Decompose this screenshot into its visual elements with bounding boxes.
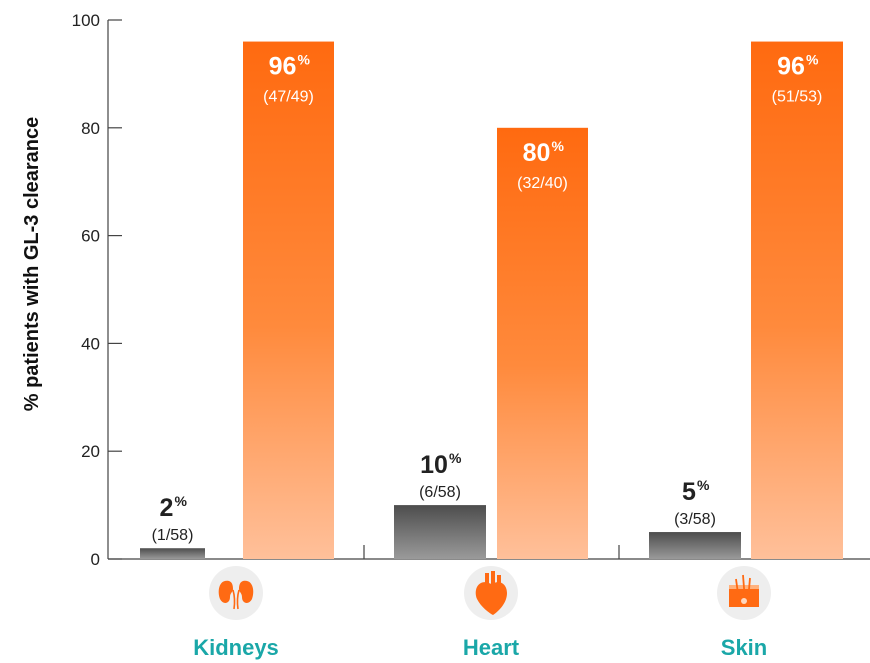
data-label-value: 96 [269, 53, 297, 81]
data-label-percent-symbol: % [697, 477, 710, 493]
data-labels: 2 % (1/58) 96 % (47/49) 10 % (6/58) 80 % (32/40) 5 % (… [152, 52, 823, 545]
kidneys-icon [209, 566, 263, 620]
data-label-value: 10 [420, 451, 448, 479]
bar-kidneys-series-1 [140, 548, 205, 559]
data-label-fraction: (3/58) [674, 511, 716, 528]
data-label-fraction: (47/49) [263, 89, 314, 106]
bar-skin-series-2 [751, 41, 843, 560]
category-label-skin: Skin [721, 635, 767, 660]
data-label-fraction: (1/58) [152, 527, 194, 544]
y-tick-label: 100 [72, 11, 100, 30]
bar-kidneys-series-2 [243, 41, 334, 560]
data-label-percent-symbol: % [298, 52, 311, 68]
bar-heart-series-1 [394, 505, 486, 559]
data-label-percent-symbol: % [806, 52, 819, 68]
category-label-kidneys: Kidneys [193, 635, 279, 660]
data-label-fraction: (32/40) [517, 175, 568, 192]
data-label-percent-symbol: % [175, 493, 188, 509]
skin-icon [717, 566, 771, 620]
data-label-percent-symbol: % [449, 450, 462, 466]
y-tick-label: 0 [91, 550, 100, 569]
y-tick-label: 80 [81, 119, 100, 138]
y-axis-title: % patients with GL-3 clearance [21, 117, 43, 412]
data-label-value: 80 [523, 139, 551, 167]
y-tick-label: 20 [81, 442, 100, 461]
bar-heart-series-2 [497, 127, 588, 560]
bars [140, 41, 843, 560]
data-label-value: 2 [160, 494, 174, 522]
data-label-fraction: (6/58) [419, 484, 461, 501]
heart-icon [464, 566, 518, 620]
category-label-heart: Heart [463, 635, 520, 660]
data-label-value: 5 [682, 478, 696, 506]
data-label-fraction: (51/53) [772, 89, 823, 106]
data-label-percent-symbol: % [552, 138, 565, 154]
data-label-value: 96 [777, 53, 805, 81]
y-tick-label: 60 [81, 227, 100, 246]
bar-skin-series-1 [649, 532, 741, 559]
y-tick-label: 40 [81, 334, 100, 353]
axes: 0 20 40 60 80 100 [72, 11, 870, 569]
